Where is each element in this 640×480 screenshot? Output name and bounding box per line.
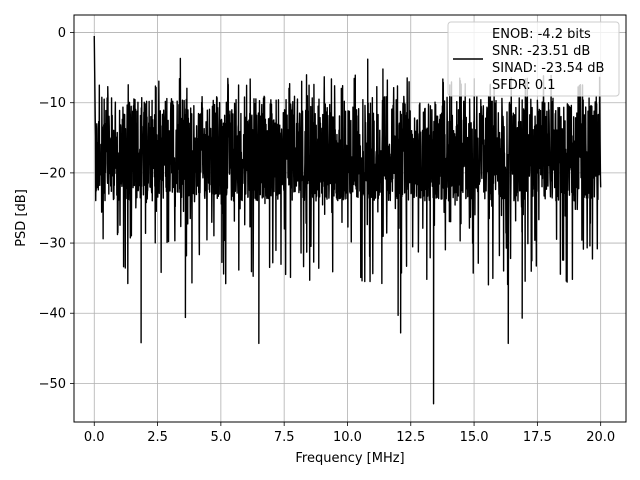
legend-sfdr: SFDR: 0.1 [492, 78, 556, 93]
y-axis-label: PSD [dB] [14, 189, 29, 247]
x-tick-label: 15.0 [460, 430, 489, 445]
x-tick-label: 10.0 [333, 430, 362, 445]
y-tick-label: −30 [39, 237, 66, 252]
x-tick-label: 0.0 [84, 430, 105, 445]
legend-snr: SNR: -23.51 dB [492, 44, 590, 59]
legend-box [447, 21, 620, 97]
x-axis-ticks: 0.0 2.5 5.0 7.5 10.0 12.5 15.0 17.5 20.0 [84, 422, 615, 445]
x-tick-label: 20.0 [586, 430, 615, 445]
y-tick-label: −20 [39, 166, 66, 181]
y-tick-label: 0 [58, 26, 66, 41]
y-tick-label: −40 [39, 307, 66, 322]
psd-trace [93, 36, 602, 405]
x-tick-label: 7.5 [274, 430, 295, 445]
y-tick-label: −10 [39, 96, 66, 111]
x-tick-label: 2.5 [147, 430, 168, 445]
x-tick-label: 17.5 [523, 430, 552, 445]
legend-enob: ENOB: -4.2 bits [492, 27, 591, 42]
y-axis-ticks: 0 −10 −20 −30 −40 −50 [39, 26, 74, 392]
psd-trace-layer [93, 36, 602, 405]
x-tick-label: 5.0 [211, 430, 232, 445]
legend-sinad: SINAD: -23.54 dB [492, 61, 604, 76]
x-axis-label: Frequency [MHz] [295, 451, 404, 466]
y-tick-label: −50 [39, 377, 66, 392]
x-tick-label: 12.5 [396, 430, 425, 445]
plot-frame [73, 14, 627, 423]
legend: ENOB: -4.2 bits SNR: -23.51 dB SINAD: -2… [447, 21, 620, 97]
